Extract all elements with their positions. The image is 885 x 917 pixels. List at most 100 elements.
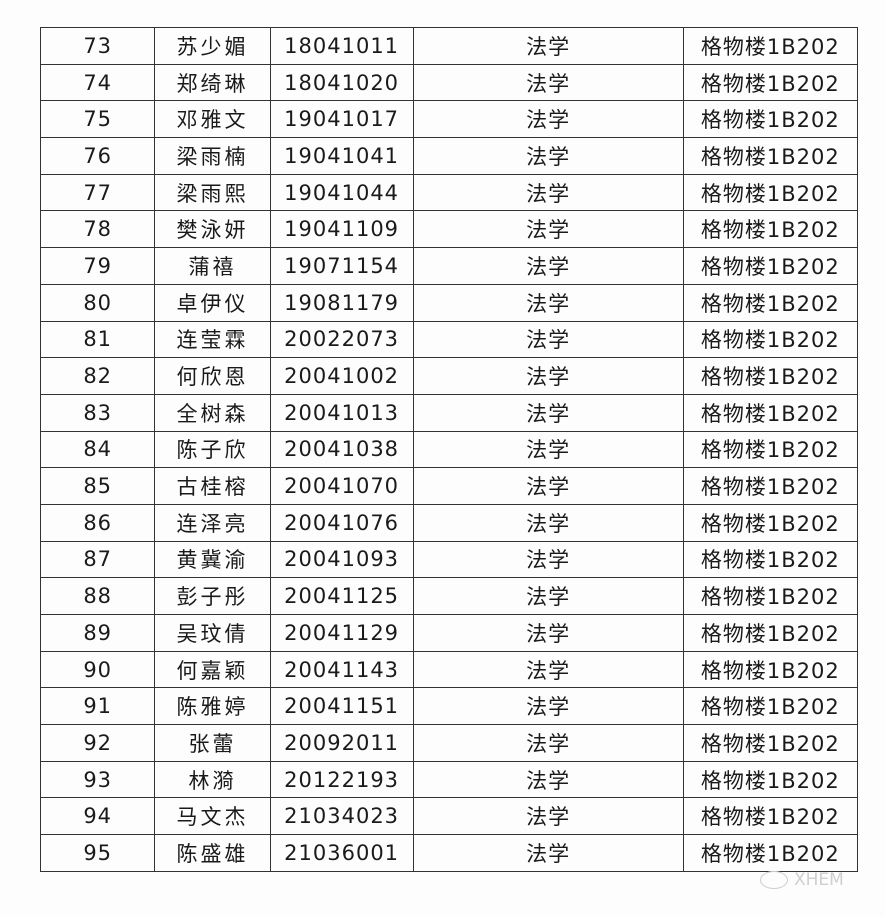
row-number: 94 [39,797,156,836]
row-number: 73 [39,27,156,65]
row-number: 85 [39,467,156,505]
student-id: 20041125 [269,577,414,615]
row-number: 75 [39,100,156,139]
student-id: 20092011 [269,724,414,762]
student-name: 郑绮琳 [154,63,271,102]
student-id: 19041017 [269,100,414,139]
watermark-text: XHEM [794,870,844,890]
row-number: 89 [39,614,156,652]
student-id: 18041011 [269,27,414,65]
row-number: 74 [39,63,156,102]
student-id: 20022073 [269,320,414,359]
location: 格物楼1B202 [682,503,859,542]
location: 格物楼1B202 [682,430,859,469]
location: 格物楼1B202 [682,687,859,726]
major: 法学 [412,503,684,542]
student-id: 19081179 [269,283,414,322]
student-name: 黄冀渝 [154,540,271,579]
student-id: 19041041 [269,137,414,175]
location: 格物楼1B202 [682,393,859,432]
student-name: 邓雅文 [154,100,271,139]
student-name: 马文杰 [154,797,271,836]
location: 格物楼1B202 [682,63,859,102]
location: 格物楼1B202 [682,797,859,836]
row-number: 88 [39,577,156,615]
table-row: 94 马文杰 21034023 法学 格物楼1B202 [39,797,859,836]
student-id: 19041044 [269,173,414,212]
location: 格物楼1B202 [682,173,859,212]
table-row: 83 全树森 20041013 法学 格物楼1B202 [39,393,859,432]
major: 法学 [412,283,684,322]
major: 法学 [412,247,684,285]
student-name: 何欣恩 [154,357,271,395]
major: 法学 [412,320,684,359]
student-name: 陈盛雄 [154,834,271,872]
table-row: 95 陈盛雄 21036001 法学 格物楼1B202 [39,834,859,872]
location: 格物楼1B202 [682,577,859,615]
student-name: 全树森 [154,393,271,432]
table-row: 74 郑绮琳 18041020 法学 格物楼1B202 [39,63,859,102]
student-id: 20041013 [269,393,414,432]
table-row: 84 陈子欣 20041038 法学 格物楼1B202 [39,430,859,469]
major: 法学 [412,210,684,249]
major: 法学 [412,540,684,579]
table-row: 82 何欣恩 20041002 法学 格物楼1B202 [39,357,859,395]
student-id: 20122193 [269,760,414,799]
student-name: 古桂榕 [154,467,271,505]
major: 法学 [412,63,684,102]
table-row: 91 陈雅婷 20041151 法学 格物楼1B202 [39,687,859,726]
table-row: 88 彭子彤 20041125 法学 格物楼1B202 [39,577,859,615]
major: 法学 [412,577,684,615]
major: 法学 [412,100,684,139]
location: 格物楼1B202 [682,137,859,175]
location: 格物楼1B202 [682,760,859,799]
row-number: 87 [39,540,156,579]
student-name: 卓伊仪 [154,283,271,322]
major: 法学 [412,834,684,872]
major: 法学 [412,614,684,652]
major: 法学 [412,650,684,689]
table-row: 79 蒲禧 19071154 法学 格物楼1B202 [39,247,859,285]
table-row: 78 樊泳妍 19041109 法学 格物楼1B202 [39,210,859,249]
location: 格物楼1B202 [682,834,859,872]
student-name: 梁雨楠 [154,137,271,175]
location: 格物楼1B202 [682,320,859,359]
major: 法学 [412,687,684,726]
student-id: 20041002 [269,357,414,395]
student-id: 20041038 [269,430,414,469]
table-row: 93 林漪 20122193 法学 格物楼1B202 [39,760,859,799]
row-number: 91 [39,687,156,726]
location: 格物楼1B202 [682,614,859,652]
table-row: 75 邓雅文 19041017 法学 格物楼1B202 [39,100,859,139]
student-id: 20041143 [269,650,414,689]
student-id: 21034023 [269,797,414,836]
table-row: 92 张蕾 20092011 法学 格物楼1B202 [39,724,859,762]
student-name: 蒲禧 [154,247,271,285]
table-row: 80 卓伊仪 19081179 法学 格物楼1B202 [39,283,859,322]
row-number: 84 [39,430,156,469]
table-row: 89 吴玟倩 20041129 法学 格物楼1B202 [39,614,859,652]
major: 法学 [412,173,684,212]
row-number: 82 [39,357,156,395]
table-row: 86 连泽亮 20041076 法学 格物楼1B202 [39,503,859,542]
row-number: 92 [39,724,156,762]
row-number: 86 [39,503,156,542]
student-name: 苏少媚 [154,27,271,65]
major: 法学 [412,724,684,762]
major: 法学 [412,430,684,469]
row-number: 78 [39,210,156,249]
location: 格物楼1B202 [682,467,859,505]
row-number: 93 [39,760,156,799]
student-name: 陈子欣 [154,430,271,469]
table-row: 81 连莹霖 20022073 法学 格物楼1B202 [39,320,859,359]
row-number: 76 [39,137,156,175]
major: 法学 [412,393,684,432]
row-number: 77 [39,173,156,212]
table-row: 87 黄冀渝 20041093 法学 格物楼1B202 [39,540,859,579]
row-number: 81 [39,320,156,359]
student-id: 20041151 [269,687,414,726]
student-name: 樊泳妍 [154,210,271,249]
location: 格物楼1B202 [682,650,859,689]
table-row: 77 梁雨熙 19041044 法学 格物楼1B202 [39,173,859,212]
wechat-icon [760,871,788,889]
